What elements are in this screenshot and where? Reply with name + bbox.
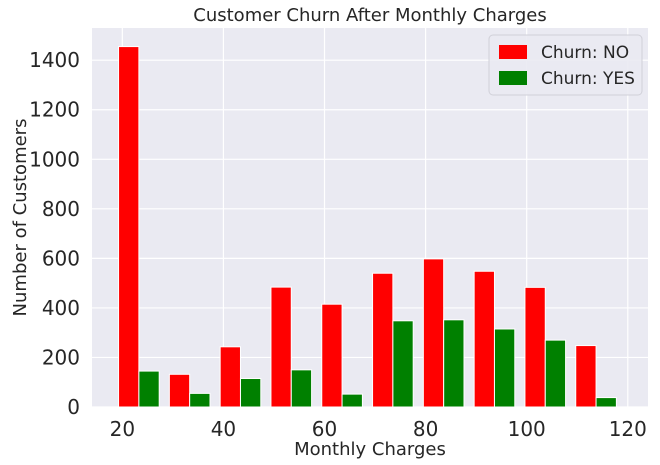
bar-churn-yes (189, 392, 211, 408)
bar-churn-no (575, 345, 597, 408)
bar-churn-yes (544, 339, 567, 408)
bar-churn-no (168, 373, 191, 408)
bar-churn-no (270, 286, 292, 408)
x-tick-label: 20 (110, 417, 135, 441)
bar-churn-no (524, 286, 546, 408)
bar-churn-no (321, 303, 343, 408)
x-tick-label: 40 (211, 417, 236, 441)
x-tick-label: 60 (312, 417, 337, 441)
x-tick-label: 100 (508, 417, 546, 441)
y-tick-label: 800 (42, 197, 80, 221)
bar-churn-yes (493, 328, 516, 408)
legend-box (488, 34, 643, 96)
bar-churn-yes (239, 378, 262, 408)
bar-churn-yes (341, 393, 363, 408)
x-tick-label: 80 (413, 417, 438, 441)
legend: Churn: NO Churn: YES (488, 34, 643, 96)
x-tick-label: 120 (609, 417, 647, 441)
x-axis-ticks: 20 40 60 80 100 120 (110, 417, 647, 441)
legend-swatch (499, 45, 527, 59)
y-tick-label: 1000 (29, 147, 80, 171)
chart-title: Customer Churn After Monthly Charges (193, 5, 546, 26)
bar-churn-no (473, 270, 495, 408)
y-tick-label: 200 (42, 345, 80, 369)
y-tick-label: 0 (67, 395, 80, 419)
y-axis-ticks: 0 200 400 600 800 1000 1200 1400 (29, 48, 80, 419)
y-axis-title: Number of Customers (10, 119, 31, 317)
legend-label: Churn: YES (541, 69, 635, 89)
bar-churn-yes (290, 369, 313, 408)
bar-churn-no (372, 272, 394, 408)
bar-churn-yes (443, 319, 465, 408)
bars (118, 46, 617, 408)
legend-swatch (499, 71, 527, 85)
y-tick-label: 400 (42, 296, 80, 320)
bar-churn-no (118, 46, 140, 408)
bar-churn-yes (392, 320, 414, 408)
bar-churn-no (219, 346, 241, 408)
y-tick-label: 1400 (29, 48, 80, 72)
x-axis-title: Monthly Charges (294, 439, 446, 460)
y-tick-label: 1200 (29, 98, 80, 122)
bar-churn-yes (138, 370, 160, 408)
legend-label: Churn: NO (541, 43, 629, 63)
y-tick-label: 600 (42, 246, 80, 270)
bar-churn-yes (595, 397, 617, 408)
bar-churn-no (422, 258, 445, 408)
grid (92, 28, 648, 408)
